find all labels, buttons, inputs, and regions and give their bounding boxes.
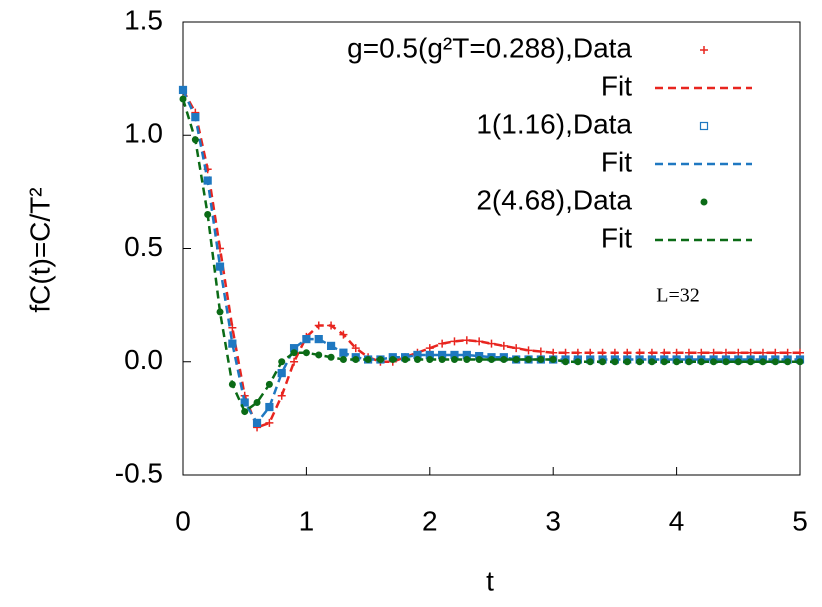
data-point bbox=[500, 355, 508, 363]
legend-label: 1(1.16),Data bbox=[476, 108, 632, 139]
x-tick-label: 4 bbox=[669, 505, 685, 536]
data-point bbox=[537, 355, 545, 363]
x-tick-label: 3 bbox=[545, 505, 561, 536]
legend-label: 2(4.68),Data bbox=[476, 184, 632, 215]
legend-label: g=0.5(g²T=0.288),Data bbox=[347, 32, 632, 63]
annotation: L=32 bbox=[656, 285, 700, 307]
data-point bbox=[747, 358, 755, 366]
x-tick-label: 1 bbox=[299, 505, 315, 536]
fit-line bbox=[181, 89, 800, 426]
x-tick-label: 2 bbox=[422, 505, 438, 536]
data-point bbox=[512, 355, 520, 363]
data-point bbox=[771, 358, 779, 366]
y-tick-label: -0.5 bbox=[115, 457, 163, 488]
data-point bbox=[216, 308, 224, 316]
data-point bbox=[525, 355, 533, 363]
y-tick-label: 1.0 bbox=[124, 118, 163, 149]
legend-swatch bbox=[700, 46, 708, 54]
fit-line bbox=[181, 89, 800, 430]
data-point bbox=[475, 355, 483, 363]
data-point bbox=[463, 355, 471, 363]
data-point bbox=[488, 355, 495, 363]
legend-swatch bbox=[700, 198, 708, 206]
data-point bbox=[784, 358, 792, 366]
data-point bbox=[710, 358, 718, 366]
legend-label: Fit bbox=[601, 222, 632, 253]
fit-line bbox=[181, 98, 800, 414]
y-axis-label: fC(t)=C/T² bbox=[24, 187, 55, 312]
data-point bbox=[759, 358, 767, 366]
x-axis-label: t bbox=[486, 565, 494, 596]
legend-swatch bbox=[699, 121, 709, 131]
y-tick-label: 0.5 bbox=[124, 231, 163, 262]
data-point bbox=[734, 358, 742, 366]
y-tick-label: 1.5 bbox=[124, 4, 163, 35]
y-tick-label: 0.0 bbox=[124, 344, 163, 375]
legend-label: Fit bbox=[601, 146, 632, 177]
x-tick-label: 0 bbox=[175, 505, 191, 536]
x-tick-label: 5 bbox=[792, 505, 808, 536]
data-point bbox=[722, 358, 730, 366]
legend-label: Fit bbox=[601, 70, 632, 101]
data-point bbox=[351, 344, 360, 353]
